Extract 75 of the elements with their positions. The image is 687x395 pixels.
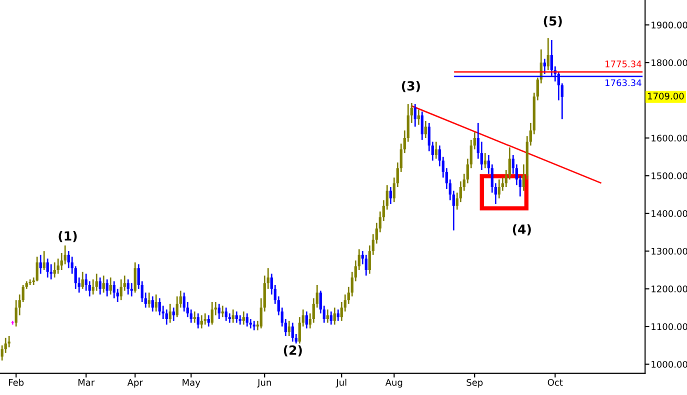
- candlestick: [154, 294, 158, 312]
- y-tick-label: 1300.00: [652, 248, 687, 255]
- y-tick-label: 1800.00: [652, 59, 687, 66]
- candlestick: [221, 305, 224, 318]
- x-tick-label: Jun: [257, 379, 271, 388]
- candlestick: [95, 273, 98, 292]
- y-tick-label: 1400.00: [652, 210, 687, 217]
- candlestick: [484, 152, 486, 169]
- x-tick-label: Apr: [127, 379, 143, 388]
- y-tick-label: 1900.00: [652, 22, 687, 28]
- candlestick: [134, 262, 136, 294]
- candlestick: [235, 310, 238, 324]
- y-tick-label: 1500.00: [652, 172, 687, 180]
- candlestick: [546, 37, 550, 71]
- candlestick: [126, 278, 130, 296]
- candlestick: [224, 306, 228, 322]
- candlestick: [102, 274, 105, 294]
- y-tick-label: 1200.00: [652, 286, 687, 292]
- candlestick: [252, 320, 256, 331]
- candlestick: [36, 256, 38, 282]
- x-tick-label: Sep: [466, 378, 483, 388]
- candlestick: [151, 296, 154, 312]
- candlestick: [165, 308, 168, 326]
- candlestick: [81, 271, 84, 290]
- annotation: (2): [284, 345, 302, 356]
- x-tick-label: Jul: [336, 378, 346, 388]
- annotation: (3): [402, 80, 420, 92]
- ref-line-label: 1763.34: [606, 79, 642, 86]
- candlestick: [109, 276, 112, 296]
- candlestick: [414, 103, 416, 128]
- candlestick: [106, 278, 108, 298]
- candlestick: [330, 310, 332, 326]
- candlestick: [498, 178, 500, 200]
- y-tick-label: 1600.00: [652, 134, 687, 142]
- ref-line-label: 1775.34: [606, 60, 642, 68]
- candlestick: [210, 301, 214, 326]
- candlestick: [246, 312, 248, 328]
- candlestick: [232, 308, 234, 324]
- candlestick: [39, 254, 42, 274]
- candlestick: [238, 314, 242, 326]
- candlestick: [168, 303, 172, 324]
- candlestick: [420, 110, 424, 141]
- x-tick-label: Aug: [385, 379, 402, 388]
- text: 1709.00: [648, 92, 684, 100]
- candlestick: [46, 258, 49, 278]
- candlestick: [158, 298, 161, 316]
- annotation: (5): [544, 16, 562, 28]
- candlestick: [193, 310, 196, 324]
- candlestick: [389, 186, 392, 205]
- candlestick: [218, 303, 220, 320]
- x-tick-label: Feb: [8, 378, 24, 386]
- x-tick-label: May: [182, 379, 200, 388]
- candlestick: [333, 306, 336, 326]
- candlestick: [326, 308, 329, 324]
- candlestick: [148, 292, 150, 308]
- y-tick-label: 1100.00: [652, 323, 687, 330]
- annotation: (1): [58, 230, 77, 242]
- candlestick: [112, 280, 116, 299]
- candlestick: [42, 250, 46, 271]
- x-tick-label: Mar: [78, 379, 95, 386]
- candlestick: [291, 322, 294, 342]
- candlestick: [424, 120, 427, 139]
- candlestick: [305, 310, 308, 330]
- x-tick-label: Oct: [548, 378, 563, 386]
- candlestick: [364, 254, 368, 276]
- annotation: (4): [512, 224, 531, 236]
- candlestick: [120, 278, 122, 301]
- candlestick: [207, 314, 210, 328]
- candlestick: [196, 312, 200, 330]
- candlestick: [98, 276, 102, 296]
- candlestick: [204, 312, 206, 326]
- y-tick-label: 1000.00: [652, 360, 687, 368]
- candlestick: [242, 310, 245, 326]
- candlestick: [288, 320, 290, 337]
- candlestick: [434, 141, 438, 160]
